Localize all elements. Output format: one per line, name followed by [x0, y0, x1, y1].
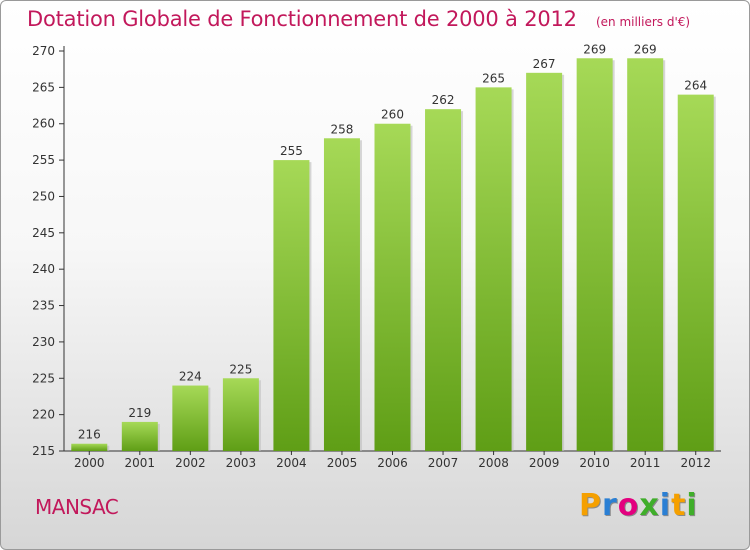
bar-value-label: 262 — [432, 93, 455, 107]
y-tick-label: 240 — [32, 262, 55, 276]
x-tick-label: 2005 — [327, 456, 358, 470]
bar — [374, 123, 411, 452]
logo-letter: i — [659, 488, 672, 523]
x-tick-label: 2003 — [226, 456, 257, 470]
x-tick-label: 2008 — [478, 456, 509, 470]
x-tick-label: 2002 — [175, 456, 206, 470]
bar-value-label: 260 — [381, 108, 404, 122]
bar — [172, 385, 209, 451]
y-tick-label: 245 — [32, 226, 55, 240]
bar — [576, 58, 613, 451]
y-tick-label: 265 — [32, 80, 55, 94]
bar-value-label: 224 — [179, 370, 202, 384]
bar-value-label: 265 — [482, 71, 505, 85]
logo-letter: r — [602, 488, 618, 523]
bar — [475, 87, 512, 451]
bar — [71, 443, 108, 451]
x-tick-label: 2012 — [680, 456, 711, 470]
bar-layer — [71, 58, 716, 452]
bar-value-label: 269 — [634, 42, 657, 56]
y-tick-label: 215 — [32, 444, 55, 458]
commune-name: MANSAC — [35, 495, 119, 519]
bar — [323, 138, 360, 452]
bar-value-label: 267 — [533, 57, 556, 71]
bar-value-label: 216 — [78, 428, 101, 442]
axis-layer: 215 220 225 230 235 240 245 250 255 260 265 270 — [32, 44, 721, 458]
label-layer: 216 2000 219 2001 224 2002 225 2003 255 2004 258 20… — [74, 42, 711, 470]
y-tick-label: 270 — [32, 44, 55, 58]
bar-value-label: 219 — [128, 406, 151, 420]
y-tick-label: 255 — [32, 153, 55, 167]
y-tick-label: 220 — [32, 408, 55, 422]
x-tick-label: 2011 — [630, 456, 661, 470]
x-tick-label: 2009 — [529, 456, 560, 470]
x-tick-label: 2000 — [74, 456, 105, 470]
x-tick-label: 2010 — [579, 456, 610, 470]
title-row: Dotation Globale de Fonctionnement de 20… — [27, 7, 690, 31]
x-tick-label: 2004 — [276, 456, 307, 470]
bar — [526, 72, 563, 452]
x-tick-label: 2007 — [428, 456, 459, 470]
logo-letter: o — [617, 488, 640, 523]
logo-letter: t — [671, 488, 687, 523]
bar-value-label: 225 — [229, 362, 252, 376]
x-tick-label: 2001 — [125, 456, 156, 470]
x-tick-label: 2006 — [377, 456, 408, 470]
bar — [222, 378, 259, 451]
bar — [627, 58, 664, 451]
logo-letter: i — [686, 488, 698, 523]
bar — [121, 421, 158, 451]
y-tick-label: 235 — [32, 299, 55, 313]
bar — [425, 109, 462, 451]
y-tick-label: 230 — [32, 335, 55, 349]
logo-letter: P — [579, 488, 602, 523]
logo-letter: x — [639, 488, 660, 523]
y-tick-label: 225 — [32, 371, 55, 385]
chart-subtitle: (en milliers d'€) — [595, 15, 691, 29]
chart-title: Dotation Globale de Fonctionnement de 20… — [27, 7, 577, 31]
y-tick-label: 260 — [32, 117, 55, 131]
bar-value-label: 264 — [684, 79, 707, 93]
bar — [677, 94, 714, 452]
bar-value-label: 258 — [331, 122, 354, 136]
bar — [273, 160, 310, 451]
bar-value-label: 269 — [583, 42, 606, 56]
proxiti-logo: Proxiti — [579, 488, 698, 523]
y-tick-label: 250 — [32, 189, 55, 203]
bar-value-label: 255 — [280, 144, 303, 158]
